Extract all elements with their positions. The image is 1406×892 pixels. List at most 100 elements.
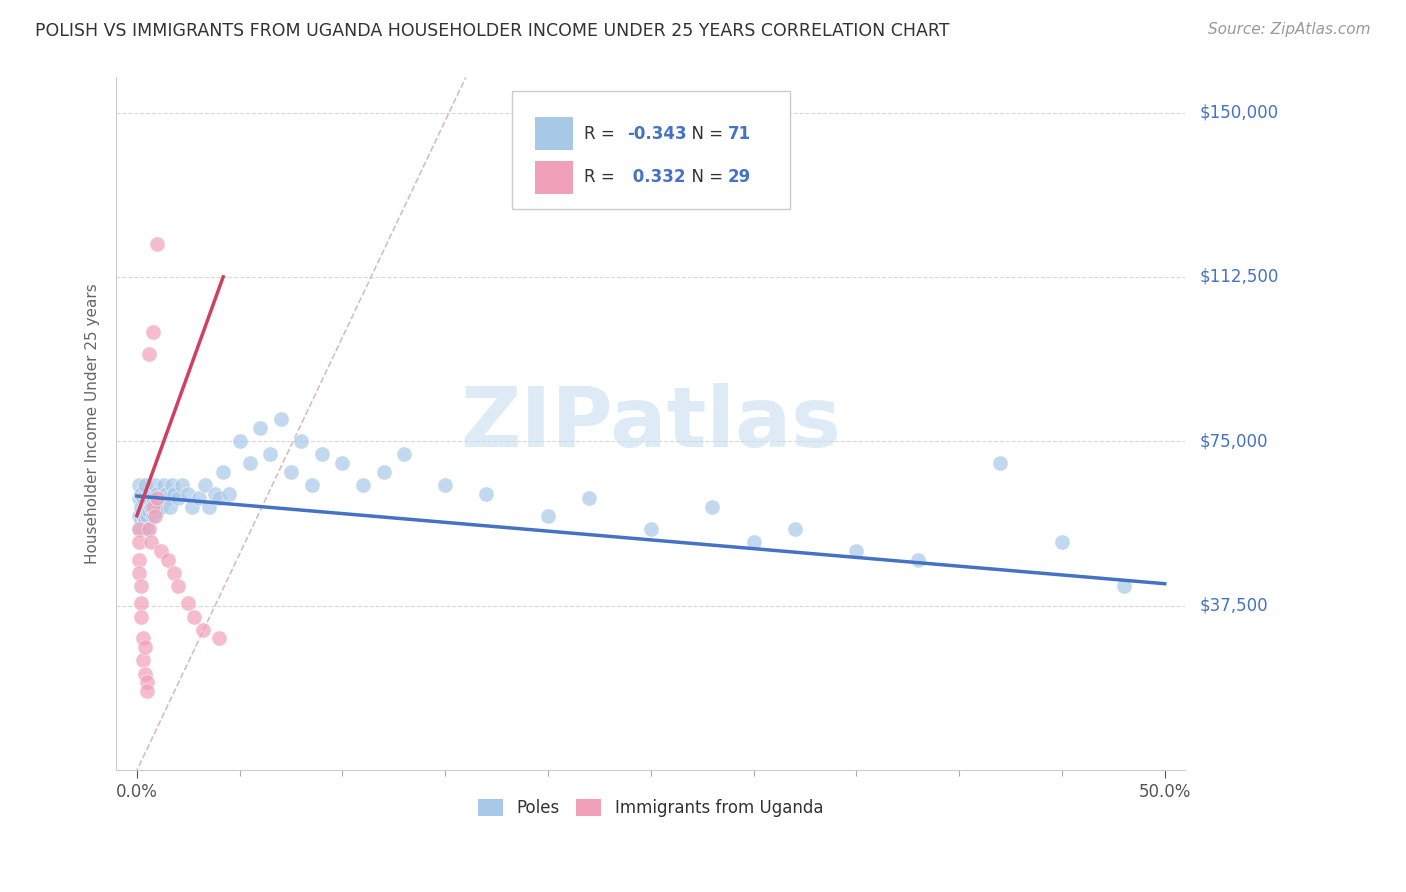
Poles <box>204 487 226 501</box>
Immigrants from Uganda <box>134 640 156 655</box>
Immigrants from Uganda <box>208 632 231 646</box>
Immigrants from Uganda <box>132 653 155 667</box>
Poles <box>163 487 186 501</box>
Legend: Poles, Immigrants from Uganda: Poles, Immigrants from Uganda <box>471 792 830 824</box>
Poles <box>146 504 169 518</box>
Poles <box>1050 535 1073 549</box>
Text: 71: 71 <box>728 125 751 143</box>
Immigrants from Uganda <box>128 522 150 536</box>
Poles <box>181 500 204 514</box>
Poles <box>155 487 177 501</box>
Text: $112,500: $112,500 <box>1199 268 1278 285</box>
Poles <box>259 447 281 461</box>
Poles <box>170 478 193 492</box>
Poles <box>142 508 165 523</box>
Poles <box>239 456 262 470</box>
Immigrants from Uganda <box>129 579 152 593</box>
Poles <box>142 491 165 506</box>
Poles <box>988 456 1011 470</box>
Poles <box>136 522 159 536</box>
Poles <box>907 552 929 566</box>
Immigrants from Uganda <box>143 508 166 523</box>
Poles <box>128 478 150 492</box>
Immigrants from Uganda <box>134 666 156 681</box>
Poles <box>373 465 395 479</box>
Poles <box>136 491 159 506</box>
Poles <box>129 513 152 527</box>
Poles <box>742 535 765 549</box>
Poles <box>167 491 190 506</box>
Text: 29: 29 <box>728 169 751 186</box>
Poles <box>475 487 498 501</box>
Text: ZIPatlas: ZIPatlas <box>460 384 841 464</box>
Poles <box>640 522 662 536</box>
Bar <box>536 117 572 150</box>
Immigrants from Uganda <box>138 346 160 360</box>
Poles <box>143 500 166 514</box>
Poles <box>128 491 150 506</box>
Immigrants from Uganda <box>183 609 205 624</box>
Immigrants from Uganda <box>156 552 179 566</box>
Text: N =: N = <box>681 125 728 143</box>
Poles <box>578 491 600 506</box>
Poles <box>134 513 156 527</box>
Poles <box>156 491 179 506</box>
Poles <box>537 508 560 523</box>
Bar <box>536 161 572 194</box>
Poles <box>187 491 209 506</box>
Poles <box>208 491 231 506</box>
Immigrants from Uganda <box>163 566 186 580</box>
Immigrants from Uganda <box>191 623 214 637</box>
FancyBboxPatch shape <box>512 91 790 209</box>
Immigrants from Uganda <box>136 684 159 698</box>
Poles <box>141 487 163 501</box>
Poles <box>141 500 163 514</box>
Poles <box>280 465 302 479</box>
Poles <box>128 508 150 523</box>
Poles <box>134 478 156 492</box>
Text: Source: ZipAtlas.com: Source: ZipAtlas.com <box>1208 22 1371 37</box>
Poles <box>218 487 240 501</box>
Poles <box>290 434 312 449</box>
Text: 0.332: 0.332 <box>627 169 686 186</box>
Poles <box>148 491 170 506</box>
Immigrants from Uganda <box>132 632 155 646</box>
Text: R =: R = <box>585 125 620 143</box>
Poles <box>150 500 173 514</box>
Poles <box>783 522 806 536</box>
Poles <box>392 447 415 461</box>
Text: $150,000: $150,000 <box>1199 103 1278 121</box>
Poles <box>129 487 152 501</box>
Poles <box>138 504 160 518</box>
Poles <box>332 456 354 470</box>
Immigrants from Uganda <box>142 500 165 514</box>
Poles <box>146 487 169 501</box>
Poles <box>132 522 155 536</box>
Poles <box>352 478 374 492</box>
Immigrants from Uganda <box>129 609 152 624</box>
Immigrants from Uganda <box>129 596 152 610</box>
Poles <box>177 487 200 501</box>
Text: R =: R = <box>585 169 620 186</box>
Poles <box>134 500 156 514</box>
Poles <box>194 478 217 492</box>
Immigrants from Uganda <box>142 325 165 339</box>
Poles <box>228 434 250 449</box>
Immigrants from Uganda <box>128 535 150 549</box>
Immigrants from Uganda <box>167 579 190 593</box>
Text: -0.343: -0.343 <box>627 125 688 143</box>
Y-axis label: Householder Income Under 25 years: Householder Income Under 25 years <box>86 284 100 564</box>
Text: $37,500: $37,500 <box>1199 597 1268 615</box>
Poles <box>143 478 166 492</box>
Immigrants from Uganda <box>146 491 169 506</box>
Poles <box>1112 579 1135 593</box>
Immigrants from Uganda <box>128 566 150 580</box>
Poles <box>212 465 235 479</box>
Poles <box>434 478 457 492</box>
Poles <box>845 544 868 558</box>
Poles <box>301 478 323 492</box>
Poles <box>129 500 152 514</box>
Poles <box>152 478 174 492</box>
Immigrants from Uganda <box>138 522 160 536</box>
Poles <box>132 491 155 506</box>
